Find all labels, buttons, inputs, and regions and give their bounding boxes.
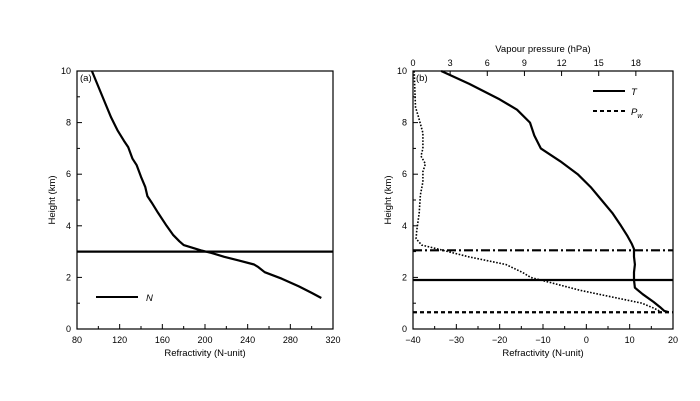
panel-b-data xyxy=(413,70,673,314)
y-tick-label: 6 xyxy=(66,169,71,179)
top-x-tick-label: 3 xyxy=(448,58,453,68)
panel-a-frame xyxy=(76,70,334,330)
top-x-tick-label: 18 xyxy=(631,58,641,68)
panel-b-x-axis-title: Refractivity (N-unit) xyxy=(502,348,583,359)
y-tick-label: 6 xyxy=(402,169,407,179)
top-x-tick-label: 0 xyxy=(410,58,415,68)
y-tick-label: 10 xyxy=(397,66,407,76)
panel-a-label: (a) xyxy=(80,73,92,84)
y-tick-label: 0 xyxy=(66,324,71,334)
series-line-pw xyxy=(413,70,661,313)
series-line-n xyxy=(90,70,322,299)
panel-b-top-x-ticks: 0 3 6 9 12 15 18 xyxy=(410,58,641,76)
panel-a-data xyxy=(77,70,333,299)
x-tick-label: 280 xyxy=(283,335,298,345)
x-tick-label: −10 xyxy=(535,335,550,345)
y-tick-label: 10 xyxy=(61,66,71,76)
y-tick-label: 8 xyxy=(66,118,71,128)
panel-b-top-axis-title: Vapour pressure (hPa) xyxy=(495,44,590,55)
x-tick-label: 320 xyxy=(325,335,340,345)
y-tick-label: 0 xyxy=(402,324,407,334)
x-tick-label: 120 xyxy=(112,335,127,345)
panel-b-y-ticks: 0 2 4 6 8 10 xyxy=(397,66,418,334)
panel-a-legend: N xyxy=(96,293,153,304)
x-tick-label: 10 xyxy=(625,335,635,345)
legend-label-pw: Pw xyxy=(631,107,643,120)
x-tick-label: −30 xyxy=(449,335,464,345)
legend-label-t: T xyxy=(631,87,638,98)
series-line-t xyxy=(440,70,670,314)
panel-a-x-ticks: 80 120 160 200 240 280 320 xyxy=(72,324,341,345)
top-x-tick-label: 6 xyxy=(485,58,490,68)
legend-label-n: N xyxy=(146,293,153,304)
x-tick-label: −40 xyxy=(405,335,420,345)
x-tick-label: 80 xyxy=(72,335,82,345)
y-tick-label: 2 xyxy=(402,272,407,282)
y-tick-label: 4 xyxy=(66,221,71,231)
x-tick-label: 20 xyxy=(668,335,678,345)
panel-a-y-ticks: 0 2 4 6 8 10 xyxy=(61,66,82,334)
top-x-tick-label: 12 xyxy=(557,58,567,68)
panel-a-x-axis-title: Refractivity (N-unit) xyxy=(164,348,245,359)
legend-label-pw-sub: w xyxy=(637,113,643,120)
x-tick-label: 200 xyxy=(197,335,212,345)
top-x-tick-label: 15 xyxy=(594,58,604,68)
x-tick-label: 0 xyxy=(584,335,589,345)
panel-b-y-axis-title: Height (km) xyxy=(383,175,394,224)
y-tick-label: 2 xyxy=(66,272,71,282)
panel-b-label: (b) xyxy=(416,73,428,84)
top-x-tick-label: 9 xyxy=(522,58,527,68)
x-tick-label: 160 xyxy=(155,335,170,345)
x-tick-label: −20 xyxy=(492,335,507,345)
legend-label-pw-main: P xyxy=(631,107,638,118)
panel-a-y-axis-title: Height (km) xyxy=(47,175,58,224)
panel-b-x-ticks: −40 −30 −20 −10 0 10 20 xyxy=(405,324,678,345)
x-tick-label: 240 xyxy=(240,335,255,345)
y-tick-label: 8 xyxy=(402,118,407,128)
y-tick-label: 4 xyxy=(402,221,407,231)
panel-a: 80 120 160 200 240 280 320 0 2 4 6 8 10 (a) Refract… xyxy=(47,66,341,359)
panel-b-legend: T Pw xyxy=(593,87,643,120)
